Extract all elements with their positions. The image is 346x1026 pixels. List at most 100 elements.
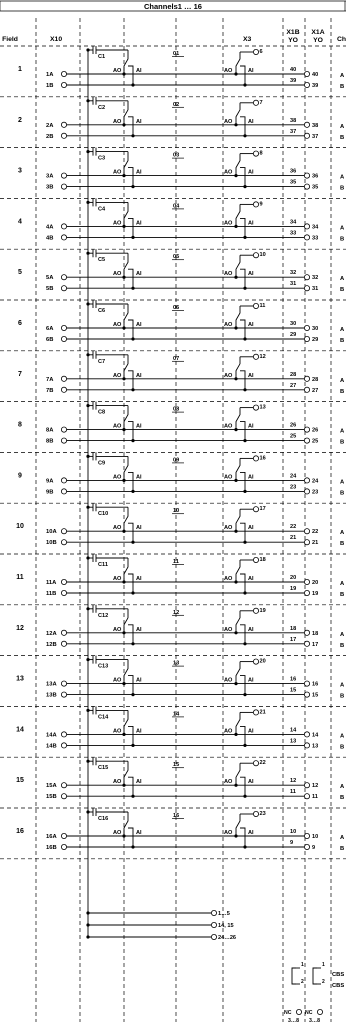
relay-contact xyxy=(123,812,129,835)
input-b-label: 13B xyxy=(46,693,57,699)
relay-contact xyxy=(123,558,129,581)
junction-dot xyxy=(131,591,135,595)
x3-terminal xyxy=(252,49,259,56)
junction-dot xyxy=(131,489,135,493)
capacitor-label: C15 xyxy=(98,765,108,771)
x3-terminal xyxy=(252,302,259,309)
junction-dot xyxy=(243,235,247,239)
ai-label: AI xyxy=(136,525,142,531)
channel-number: 12 xyxy=(173,610,179,616)
ai-label: AI xyxy=(136,68,142,74)
relay-contact xyxy=(240,725,246,746)
input-b-terminal xyxy=(61,590,68,597)
ao-label: AO xyxy=(113,525,122,531)
channel-row: 11 11A 11B C11 AO AI 11 AO AI 18 20 19 20 19 AB xyxy=(0,554,346,606)
ao-label: AO xyxy=(113,678,122,684)
channel-a-label: A xyxy=(340,530,345,536)
relay-contact xyxy=(240,675,246,695)
x1a-terminal-a xyxy=(303,172,310,179)
x1b-nc-range: 3…8 xyxy=(288,1018,299,1024)
relay-contact xyxy=(235,356,241,378)
x1a-terminal-a-number: 12 xyxy=(312,783,318,789)
capacitor-label: C2 xyxy=(98,105,105,111)
capacitor-label: C9 xyxy=(98,460,105,466)
junction-dot xyxy=(122,732,126,737)
relay-contact xyxy=(235,255,241,277)
relay-contact xyxy=(123,50,129,73)
relay-contact xyxy=(240,65,246,85)
relay-contact xyxy=(128,319,134,339)
input-b-terminal xyxy=(61,691,68,698)
x1b-terminal-a-number: 28 xyxy=(290,372,296,378)
bus-terminal-label: 24…26 xyxy=(218,935,236,941)
junction-dot xyxy=(131,845,135,849)
column-header-field: Field xyxy=(2,36,18,43)
x1a-terminal-b xyxy=(303,82,310,89)
ao-label: AO xyxy=(224,728,233,734)
ao-label: AO xyxy=(224,627,233,633)
x1a-terminal-b-number: 11 xyxy=(312,794,318,800)
channel-b-label: B xyxy=(340,592,344,598)
x3-terminal xyxy=(252,150,259,157)
channel-number: 16 xyxy=(173,813,179,819)
input-a-label: 5A xyxy=(46,275,54,281)
ai-label: AI xyxy=(248,119,254,125)
ai-label: AI xyxy=(136,678,142,684)
column-header-x3: X3 xyxy=(243,36,252,43)
ai-label: AI xyxy=(248,271,254,277)
x1b-nc-terminal xyxy=(295,1009,302,1016)
input-b-terminal xyxy=(61,183,68,190)
x1a-terminal-b xyxy=(303,640,310,647)
junction-dot xyxy=(131,286,135,290)
x1a-terminal-b xyxy=(303,793,310,800)
x1b-terminal-b-number: 25 xyxy=(290,434,296,440)
ai-label: AI xyxy=(248,779,254,785)
junction-dot xyxy=(122,834,126,838)
x3-terminal-number: 6 xyxy=(260,49,263,55)
ai-label: AI xyxy=(136,779,142,785)
x3-terminal-number: 19 xyxy=(260,608,266,614)
x3-terminal-number: 21 xyxy=(260,709,266,715)
x1b-terminal-a-number: 32 xyxy=(290,270,296,276)
x1b-terminal-b-number: 17 xyxy=(290,637,296,643)
x1a-terminal-a-number: 36 xyxy=(312,174,318,180)
junction-dot xyxy=(234,834,238,838)
ai-label: AI xyxy=(136,830,142,836)
junction-dot xyxy=(243,439,247,443)
input-a-label: 16A xyxy=(46,834,57,840)
relay-contact xyxy=(235,153,241,175)
ai-label: AI xyxy=(248,68,254,74)
x1b-terminal-a-number: 10 xyxy=(290,829,296,835)
junction-dot xyxy=(122,631,126,635)
input-b-terminal xyxy=(61,234,68,241)
x1a-terminal-a-number: 26 xyxy=(312,428,318,434)
x3-terminal xyxy=(252,353,259,360)
x3-terminal-number: 7 xyxy=(260,100,263,106)
ao-label: AO xyxy=(224,322,233,328)
junction-dot xyxy=(122,682,126,686)
capacitor-label: C5 xyxy=(98,257,105,263)
junction-dot xyxy=(243,489,247,493)
input-a-label: 11A xyxy=(46,580,57,586)
ao-label: AO xyxy=(113,779,122,785)
ai-label: AI xyxy=(248,576,254,582)
input-b-terminal xyxy=(61,488,68,495)
input-b-label: 1B xyxy=(46,83,53,89)
input-a-terminal xyxy=(61,629,68,636)
channel-number: 08 xyxy=(173,407,179,413)
x1b-terminal-a-number: 26 xyxy=(290,423,296,429)
channel-a-label: A xyxy=(340,835,345,841)
x1a-terminal-b-number: 39 xyxy=(312,83,318,89)
x1a-terminal-b xyxy=(303,183,310,190)
x3-terminal-number: 12 xyxy=(260,354,266,360)
channel-a-label: A xyxy=(340,632,345,638)
x1a-terminal-a xyxy=(303,629,310,636)
x1a-terminal-a xyxy=(303,71,310,78)
relay-contact xyxy=(123,507,129,531)
channel-a-label: A xyxy=(340,683,345,689)
x1b-terminal-b-number: 35 xyxy=(290,180,296,186)
field-number: 13 xyxy=(16,676,24,683)
junction-dot xyxy=(243,388,247,392)
x1a-terminal-a-number: 24 xyxy=(312,478,319,484)
junction-dot xyxy=(122,72,126,76)
